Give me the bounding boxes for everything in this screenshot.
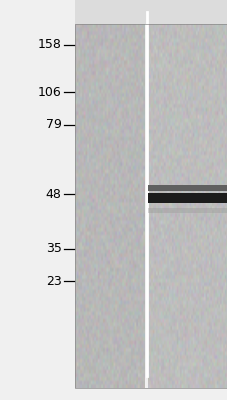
Bar bbox=[148, 193, 227, 203]
Text: 79: 79 bbox=[45, 118, 61, 131]
Bar bbox=[75, 0, 227, 24]
Text: 35: 35 bbox=[45, 242, 61, 255]
Bar bbox=[148, 208, 227, 213]
Text: 158: 158 bbox=[37, 38, 61, 51]
Text: 106: 106 bbox=[38, 86, 61, 98]
Text: 48: 48 bbox=[45, 188, 61, 200]
Bar bbox=[75, 24, 227, 388]
Bar bbox=[75, 24, 146, 388]
Bar bbox=[148, 185, 227, 191]
Text: 23: 23 bbox=[46, 275, 61, 288]
